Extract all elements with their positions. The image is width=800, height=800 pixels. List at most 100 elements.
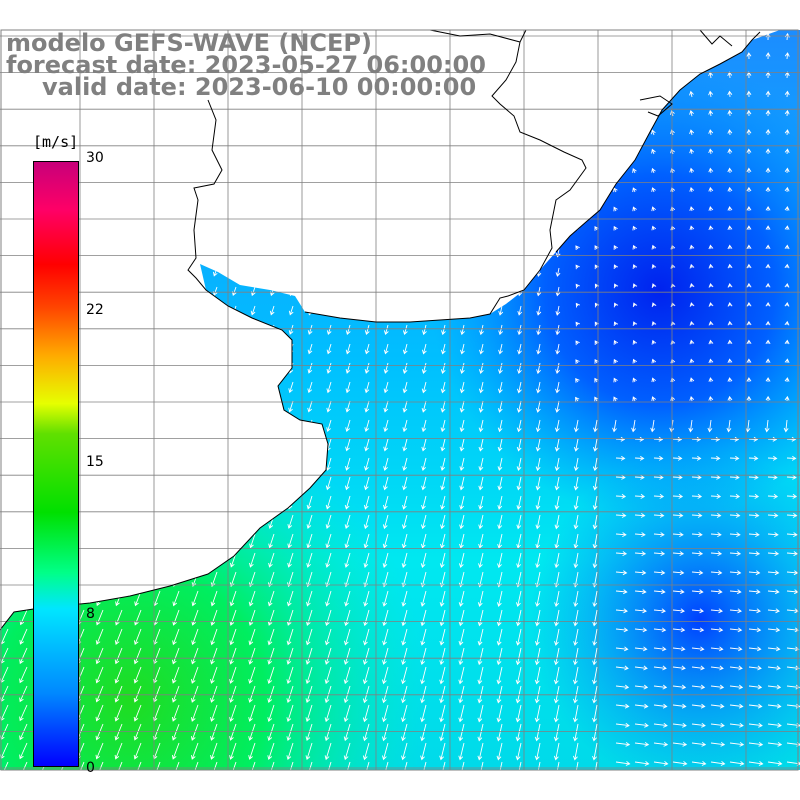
wind-arrow [727,186,733,193]
wind-arrow [653,455,664,461]
wind-arrow [306,514,313,530]
wind-arrow [133,628,142,645]
wind-arrow [612,419,617,433]
wind-arrow [613,396,618,402]
wind-arrow [401,552,408,568]
wind-arrow [689,358,695,364]
wind-arrow [634,532,646,538]
wind-arrow [708,244,714,250]
wind-arrow [515,685,522,704]
wind-arrow [459,533,465,549]
wind-arrow [786,474,797,480]
wind-arrow [496,647,503,666]
wind-arrow [250,305,256,316]
wind-arrow [478,533,484,549]
wind-arrow [344,476,351,491]
wind-arrow [672,627,686,633]
wind-arrow [362,742,370,761]
wind-arrow [343,704,351,723]
wind-arrow [767,513,779,518]
wind-arrow [421,343,427,355]
wind-arrow [420,704,427,723]
wind-arrow [764,419,770,433]
wind-arrow [729,722,744,728]
wind-arrow [496,609,503,627]
wind-arrow [478,362,484,374]
wind-arrow [746,52,752,60]
title-forecast-date: forecast date: 2023-05-27 06:00:00 [6,51,486,79]
wind-arrow [267,685,275,704]
wind-arrow [382,590,389,607]
wind-arrow [592,647,598,666]
wind-arrow [324,761,332,770]
wind-arrow [615,532,627,538]
wind-arrow [401,533,408,549]
wind-arrow [554,552,560,569]
wind-arrow [689,339,695,345]
wind-arrow [478,552,484,569]
wind-arrow [344,590,351,607]
wind-arrow [229,666,237,684]
wind-arrow [632,244,638,250]
wind-arrow [421,381,427,394]
wind-arrow [573,647,579,666]
wind-arrow [515,723,522,742]
wind-arrow [689,148,695,155]
wind-arrow [267,704,275,723]
wind-arrow [421,476,427,491]
wind-arrow [727,90,733,98]
wind-arrow [286,666,294,685]
wind-arrow [326,381,332,394]
wind-arrow [784,358,790,364]
wind-arrow [171,647,180,665]
wind-arrow [440,514,446,530]
wind-arrow [439,761,446,770]
wind-arrow [535,514,541,530]
wind-arrow [786,684,800,690]
wind-arrow [534,685,541,704]
wind-arrow [786,646,800,652]
wind-arrow [248,704,256,722]
wind-arrow [286,647,294,665]
wind-arrow [534,628,541,646]
wind-arrow [534,666,541,685]
wind-arrow [575,377,580,383]
wind-arrow [172,628,180,646]
wind-arrow [305,761,313,770]
wind-arrow [307,324,313,335]
wind-arrow [615,741,631,747]
wind-arrow [362,647,370,665]
wind-arrow [553,704,560,723]
wind-arrow [672,722,687,728]
wind-arrow [748,589,761,595]
wind-arrow [171,723,180,741]
wind-arrow [382,609,389,627]
wind-arrow [269,305,275,316]
wind-arrow [516,400,522,413]
wind-arrow [477,647,484,666]
wind-arrow [421,495,427,510]
wind-arrow [190,685,199,703]
wind-arrow [95,666,104,684]
wind-arrow [267,761,275,770]
wind-arrow [765,52,771,60]
wind-arrow [572,685,579,704]
wind-arrow [575,321,580,327]
wind-arrow [496,628,503,646]
wind-arrow [402,457,408,471]
wind-arrow [748,474,759,480]
wind-arrow [459,419,465,433]
wind-arrow [729,532,741,538]
wind-arrow [573,438,579,452]
wind-arrow [767,436,778,442]
wind-arrow [536,381,541,394]
wind-arrow [575,396,580,402]
wind-arrow [364,343,370,355]
wind-arrow [651,225,657,231]
wind-arrow [381,704,389,723]
wind-arrow [784,52,790,60]
wind-arrow [496,723,503,742]
wind-arrow [307,381,313,394]
wind-arrow [632,206,637,212]
wind-arrow [708,395,714,402]
